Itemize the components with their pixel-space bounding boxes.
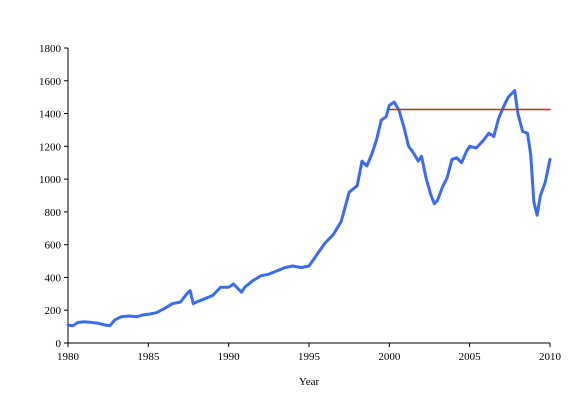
x-tick-label: 2000 <box>378 351 401 363</box>
y-tick-label: 600 <box>45 240 62 252</box>
y-tick-label: 200 <box>45 305 62 317</box>
x-tick-label: 2005 <box>459 351 482 363</box>
y-tick-label: 1400 <box>39 109 62 121</box>
y-tick-label: 1200 <box>39 141 62 153</box>
y-tick-label: 0 <box>56 338 62 350</box>
x-tick-label: 1995 <box>298 351 321 363</box>
x-axis-title: Year <box>299 376 320 388</box>
y-tick-label: 800 <box>45 207 62 219</box>
axes <box>67 48 550 344</box>
y-tick-label: 1000 <box>39 174 62 186</box>
y-tick-label: 400 <box>45 272 62 284</box>
x-tick-label: 2010 <box>539 351 562 363</box>
tick-marks <box>64 47 551 347</box>
x-tick-label: 1985 <box>137 351 160 363</box>
y-tick-label: 1800 <box>39 43 62 55</box>
x-tick-label: 1990 <box>218 351 241 363</box>
x-tick-labels: 1980 1985 1990 1995 2000 2005 2010 <box>57 351 562 363</box>
series-lines <box>66 89 552 328</box>
y-tick-label: 1600 <box>39 76 62 88</box>
index-series-line <box>66 89 552 328</box>
x-tick-label: 1980 <box>57 351 80 363</box>
y-tick-labels: 0 200 400 600 800 1000 1200 1400 1600 1800 <box>39 43 62 350</box>
